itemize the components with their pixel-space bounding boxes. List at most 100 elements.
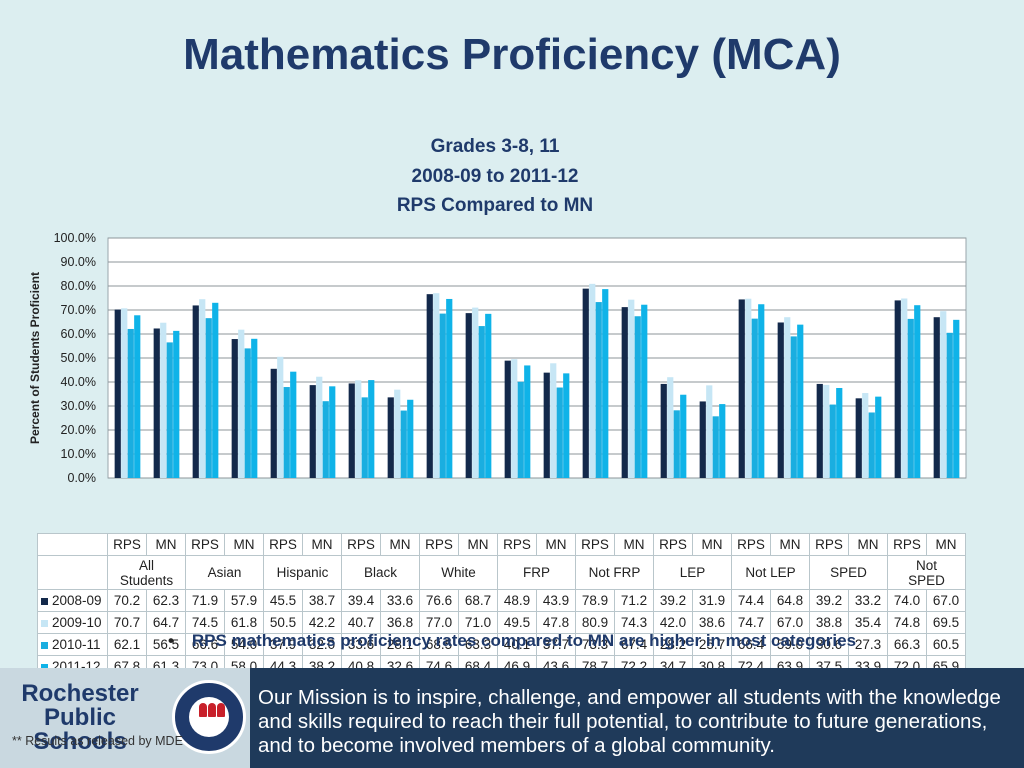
x-group-label: Not SPED — [887, 555, 966, 590]
legend-swatch — [41, 663, 48, 671]
bullet-dot: • — [167, 631, 174, 650]
data-label: 61.8 — [224, 611, 264, 634]
x-category-label: RPS — [107, 533, 147, 556]
bar — [777, 322, 784, 478]
bar — [751, 318, 758, 478]
bar — [244, 348, 251, 478]
x-category-label: MN — [224, 533, 264, 556]
bar — [309, 385, 316, 478]
data-label: 68.5 — [419, 633, 459, 656]
x-category-label: RPS — [575, 533, 615, 556]
bar — [407, 399, 414, 478]
legend-label: 2008-09 — [52, 593, 102, 608]
x-category-label: MN — [458, 533, 498, 556]
bar — [316, 376, 323, 478]
bar — [667, 377, 674, 478]
data-label: 50.5 — [263, 611, 303, 634]
bar — [524, 365, 531, 478]
bar — [238, 329, 245, 478]
data-label: 64.8 — [770, 589, 810, 612]
data-label: 74.0 — [887, 589, 927, 612]
bar — [134, 315, 141, 478]
data-label: 71.2 — [614, 589, 654, 612]
bar — [212, 302, 219, 478]
data-label: 74.4 — [731, 589, 771, 612]
bar — [465, 313, 472, 478]
data-label: 33.2 — [848, 589, 888, 612]
bar — [901, 298, 908, 478]
bar — [426, 294, 433, 478]
bar — [511, 359, 518, 478]
table-corner — [37, 533, 108, 556]
bar — [634, 316, 641, 478]
bar — [166, 342, 173, 478]
bar — [114, 309, 121, 478]
bar — [394, 389, 401, 478]
bar — [173, 330, 180, 478]
x-group-label: White — [419, 555, 498, 590]
bar — [797, 324, 804, 478]
data-label: 74.8 — [887, 611, 927, 634]
bar — [673, 410, 680, 478]
x-category-label: MN — [692, 533, 732, 556]
y-tick-label: 80.0% — [61, 279, 96, 293]
x-category-label: MN — [926, 533, 966, 556]
data-label: 70.7 — [107, 611, 147, 634]
bar — [290, 371, 297, 478]
chart-subtitle-grades: Grades 3-8, 11 — [430, 136, 560, 157]
bar — [160, 322, 167, 478]
data-label: 57.9 — [224, 589, 264, 612]
logo-wordmark: Rochester Public Schools — [21, 680, 139, 755]
bar — [628, 299, 635, 478]
bar — [907, 318, 914, 478]
x-category-label: RPS — [263, 533, 303, 556]
legend-label: 2010-11 — [52, 637, 101, 652]
data-label: 60.5 — [926, 633, 966, 656]
x-category-label: MN — [302, 533, 342, 556]
x-category-label: RPS — [185, 533, 225, 556]
district-logo: Rochester Public Schools — [0, 668, 250, 768]
bar — [121, 308, 128, 478]
bar — [790, 336, 797, 478]
data-label: 76.6 — [419, 589, 459, 612]
y-axis-label: Percent of Students Proficient — [28, 272, 42, 444]
data-label: 48.9 — [497, 589, 537, 612]
bar — [660, 383, 667, 478]
bar — [641, 304, 648, 478]
bar — [485, 313, 492, 478]
bar — [680, 394, 687, 478]
bar-chart: 0.0% 10.0% 20.0% 30.0% 40.0% 50.0% 60.0% 70.0% 8… — [28, 231, 967, 485]
bar — [270, 368, 277, 478]
data-label: 67.0 — [926, 589, 966, 612]
bar — [582, 288, 589, 478]
data-label: 45.5 — [263, 589, 303, 612]
summary-bullet-text: RPS mathematics proficiency rates compar… — [191, 631, 857, 650]
bar — [621, 307, 628, 478]
x-group-label: Hispanic — [263, 555, 342, 590]
y-tick-label: 40.0% — [61, 375, 96, 389]
x-category-label: RPS — [341, 533, 381, 556]
bar — [439, 313, 446, 478]
y-tick-label: 20.0% — [61, 423, 96, 437]
bar — [738, 299, 745, 478]
bar — [946, 332, 953, 478]
bar — [855, 398, 862, 478]
bar — [829, 404, 836, 478]
bar — [153, 328, 160, 478]
x-category-label: MN — [614, 533, 654, 556]
bar — [251, 338, 258, 478]
bar — [953, 319, 960, 478]
x-category-label: MN — [146, 533, 186, 556]
data-label: 39.4 — [341, 589, 381, 612]
bar — [446, 298, 453, 478]
bar — [556, 387, 563, 478]
data-label: 27.3 — [848, 633, 888, 656]
bar — [875, 396, 882, 478]
data-label: 28.2 — [653, 633, 693, 656]
data-label: 62.1 — [107, 633, 147, 656]
data-label: 68.7 — [458, 589, 498, 612]
data-label: 43.9 — [536, 589, 576, 612]
x-group-label: Not FRP — [575, 555, 654, 590]
data-label: 62.3 — [146, 589, 186, 612]
x-category-label: MN — [770, 533, 810, 556]
